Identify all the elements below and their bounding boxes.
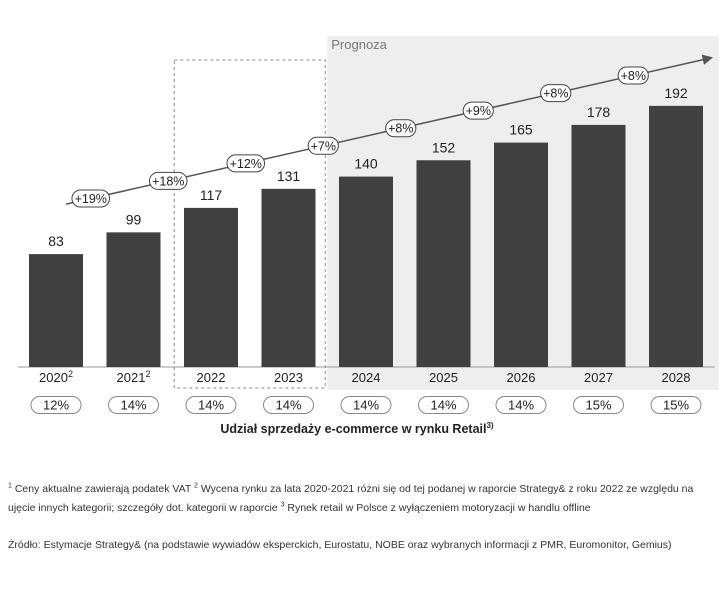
share-title: Udział sprzedaży e-commerce w rynku Reta… xyxy=(220,421,494,436)
year-label-2025: 2025 xyxy=(429,370,458,385)
share-value-2021: 14% xyxy=(120,398,146,413)
year-label-2023: 2023 xyxy=(274,370,303,385)
year-label-2027: 2027 xyxy=(584,370,613,385)
share-pill-2023 xyxy=(263,396,314,414)
value-label-2021: 99 xyxy=(126,211,142,227)
year-label-2024: 2024 xyxy=(352,370,381,385)
bar-2027 xyxy=(571,124,626,367)
share-value-2022: 14% xyxy=(198,398,224,413)
share-value-2027: 15% xyxy=(585,398,611,413)
share-pill-2025 xyxy=(418,396,469,414)
footnote-text: 1 Ceny aktualne zawierają podatek VAT 2 … xyxy=(8,480,708,518)
share-pill-2026 xyxy=(495,396,547,414)
share-pill-2021 xyxy=(108,396,159,414)
share-pill-2020 xyxy=(30,396,82,414)
growth-pill-2 xyxy=(226,154,266,173)
year-label-2022: 2022 xyxy=(197,370,226,385)
footnote-sup-1: 1 xyxy=(8,482,12,490)
footnote-sup-3: 3 xyxy=(280,501,285,509)
share-pill-2024 xyxy=(340,396,392,414)
growth-pill-6 xyxy=(540,84,572,103)
value-label-2027: 178 xyxy=(587,104,611,120)
footnote-2: Wycena rynku za lata 2020-2021 różni się… xyxy=(8,483,694,514)
share-value-2020: 12% xyxy=(43,398,69,413)
share-pill-2027 xyxy=(573,396,624,414)
share-value-2024: 14% xyxy=(353,398,379,413)
growth-pill-7 xyxy=(617,66,649,85)
footnote-1: Ceny aktualne zawierają podatek VAT xyxy=(11,483,195,495)
growth-label-3: +7% xyxy=(311,139,336,153)
growth-label-4: +8% xyxy=(388,122,413,136)
share-title-superscript: 3) xyxy=(486,421,493,430)
share-value-2028: 15% xyxy=(663,398,689,413)
value-label-2023: 131 xyxy=(277,168,301,184)
share-pill-2022 xyxy=(185,396,237,414)
bar-2020 xyxy=(29,254,83,367)
share-value-2026: 14% xyxy=(508,398,534,413)
bar-2024 xyxy=(339,176,393,367)
highlight-box xyxy=(173,59,326,389)
bar-2022 xyxy=(184,207,238,367)
growth-label-6: +8% xyxy=(543,87,568,101)
year-superscript-2020: 2 xyxy=(68,369,73,379)
value-label-2020: 83 xyxy=(48,233,64,249)
bar-2023 xyxy=(261,188,316,367)
value-label-2028: 192 xyxy=(664,85,688,101)
bar-2021 xyxy=(106,232,161,367)
growth-label-2: +12% xyxy=(230,157,262,171)
value-label-2024: 140 xyxy=(354,156,378,172)
growth-label-5: +9% xyxy=(466,104,491,118)
year-label-2026: 2026 xyxy=(507,370,536,385)
growth-pill-3 xyxy=(307,136,339,155)
footnote-3: Rynek retail w Polsce z wyłączeniem moto… xyxy=(284,502,591,514)
growth-pill-0 xyxy=(71,189,111,208)
share-value-2025: 14% xyxy=(430,398,456,413)
value-label-2026: 165 xyxy=(509,122,533,138)
value-label-2022: 117 xyxy=(200,187,223,203)
year-label-2021: 20212 xyxy=(117,369,151,385)
bar-2028 xyxy=(649,105,703,367)
growth-pill-5 xyxy=(462,101,494,120)
forecast-label: Prognoza xyxy=(331,37,387,52)
year-label-2020: 20202 xyxy=(39,369,73,385)
footnote-sup-2: 2 xyxy=(194,482,198,490)
growth-pill-1 xyxy=(148,171,188,190)
year-superscript-2021: 2 xyxy=(145,369,150,379)
year-label-2028: 2028 xyxy=(662,370,691,385)
value-label-2025: 152 xyxy=(432,139,456,155)
footnotes: 1 Ceny aktualne zawierają podatek VAT 2 … xyxy=(8,480,708,555)
share-pill-2028 xyxy=(650,396,702,414)
share-value-2023: 14% xyxy=(275,398,301,413)
bar-2025 xyxy=(416,160,471,367)
bar-2026 xyxy=(494,142,548,367)
growth-pill-4 xyxy=(385,119,417,138)
ecommerce-market-chart: Prognoza +19% +18% +12% +7% +8% +9% +8% +8% 83 2… xyxy=(18,36,719,436)
growth-label-7: +8% xyxy=(621,69,646,83)
source-note: Źródło: Estymacje Strategy& (na podstawi… xyxy=(8,539,672,551)
growth-label-0: +19% xyxy=(75,192,107,206)
growth-label-1: +18% xyxy=(152,174,184,188)
